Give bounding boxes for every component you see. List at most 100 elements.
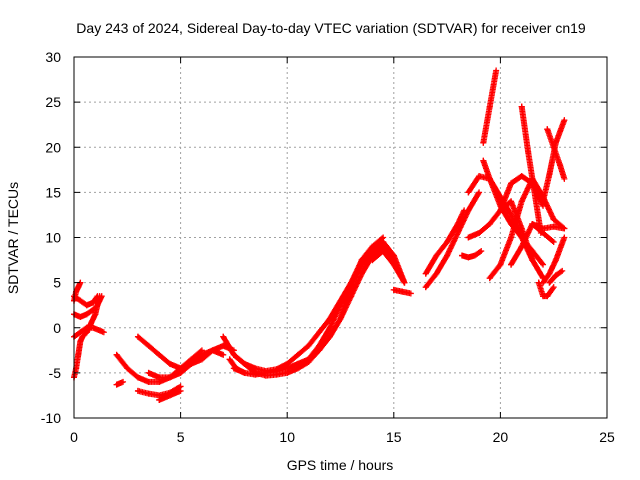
- x-tick-label: 15: [386, 429, 402, 445]
- data-point: [422, 270, 429, 277]
- series-s15: [226, 356, 248, 376]
- data-point: [134, 387, 141, 394]
- data-point: [461, 207, 468, 214]
- data-point: [241, 369, 248, 376]
- data-point: [454, 220, 461, 227]
- data-point: [486, 220, 493, 227]
- x-tick-label: 10: [279, 429, 295, 445]
- data-point: [94, 302, 101, 309]
- data-point: [508, 234, 515, 241]
- data-point: [220, 333, 227, 340]
- data-point: [380, 248, 387, 255]
- data-point: [156, 396, 163, 403]
- data-point: [166, 374, 173, 381]
- data-point: [480, 157, 487, 164]
- series-s07: [113, 378, 127, 388]
- data-point: [433, 270, 440, 277]
- data-point: [518, 173, 525, 180]
- data-point: [550, 284, 557, 291]
- data-point: [561, 225, 568, 232]
- data-point: [518, 103, 525, 110]
- data-point: [518, 225, 525, 232]
- data-point: [540, 261, 547, 268]
- data-point: [369, 243, 376, 250]
- data-point: [550, 239, 557, 246]
- data-point: [134, 333, 141, 340]
- y-tick-label: -10: [41, 410, 61, 426]
- axis-ticks: 0 5 10 15 20 25 -10 -5 0 5 10 15 20 25 30: [41, 49, 615, 445]
- data-point: [134, 374, 141, 381]
- series-s20: [422, 207, 468, 277]
- data-point: [358, 257, 365, 264]
- chart-title: Day 243 of 2024, Sidereal Day-to-day VTE…: [76, 20, 586, 36]
- data-point: [220, 351, 227, 358]
- data-point: [486, 103, 493, 110]
- data-point: [230, 351, 237, 358]
- data-point: [546, 270, 553, 277]
- data-point: [399, 288, 406, 295]
- data-point: [98, 293, 105, 300]
- data-point: [476, 229, 483, 236]
- data-point: [209, 347, 216, 354]
- data-point: [486, 275, 493, 282]
- data-points: [71, 67, 568, 403]
- data-point: [326, 324, 333, 331]
- data-segment: [518, 103, 531, 154]
- data-point: [559, 267, 566, 274]
- data-segment: [480, 105, 493, 146]
- data-point: [476, 189, 483, 196]
- series-s30: [529, 220, 568, 232]
- data-point: [380, 234, 387, 241]
- series-s32: [544, 126, 568, 182]
- data-point: [77, 329, 84, 336]
- data-point: [348, 284, 355, 291]
- data-point: [77, 313, 84, 320]
- data-point: [337, 315, 344, 322]
- data-point: [486, 175, 493, 182]
- series-s18: [390, 286, 414, 297]
- data-point: [75, 351, 82, 358]
- series-s05: [71, 324, 107, 340]
- data-point: [390, 261, 397, 268]
- series-s34: [535, 279, 557, 300]
- series-s13: [230, 243, 408, 379]
- data-point: [390, 286, 397, 293]
- data-point: [471, 252, 478, 259]
- data-point: [465, 254, 472, 261]
- series-s11: [156, 387, 184, 403]
- series-s10: [145, 347, 227, 381]
- data-point: [497, 207, 504, 214]
- grid: [74, 57, 607, 418]
- data-point: [561, 234, 568, 241]
- data-point: [226, 356, 233, 363]
- data-point: [552, 257, 559, 264]
- x-tick-label: 5: [177, 429, 185, 445]
- data-point: [294, 351, 301, 358]
- y-tick-label: 25: [45, 94, 61, 110]
- data-point: [305, 342, 312, 349]
- data-segment: [540, 172, 553, 205]
- data-point: [77, 338, 84, 345]
- y-tick-label: 30: [45, 49, 61, 65]
- data-point: [90, 306, 97, 313]
- series-s25: [480, 67, 500, 146]
- data-point: [544, 293, 551, 300]
- data-point: [284, 365, 291, 372]
- series-s04: [71, 293, 105, 320]
- data-segment: [486, 69, 499, 110]
- data-point: [550, 144, 557, 151]
- data-point: [156, 374, 163, 381]
- y-axis-label: SDTVAR / TECUs: [5, 182, 21, 294]
- data-point: [493, 67, 500, 74]
- data-point: [465, 234, 472, 241]
- data-point: [518, 243, 525, 250]
- data-point: [326, 333, 333, 340]
- data-point: [535, 279, 542, 286]
- data-point: [478, 248, 485, 255]
- series-s35: [546, 267, 566, 286]
- data-point: [557, 162, 564, 169]
- data-point: [166, 392, 173, 399]
- data-point: [294, 360, 301, 367]
- data-point: [531, 189, 538, 196]
